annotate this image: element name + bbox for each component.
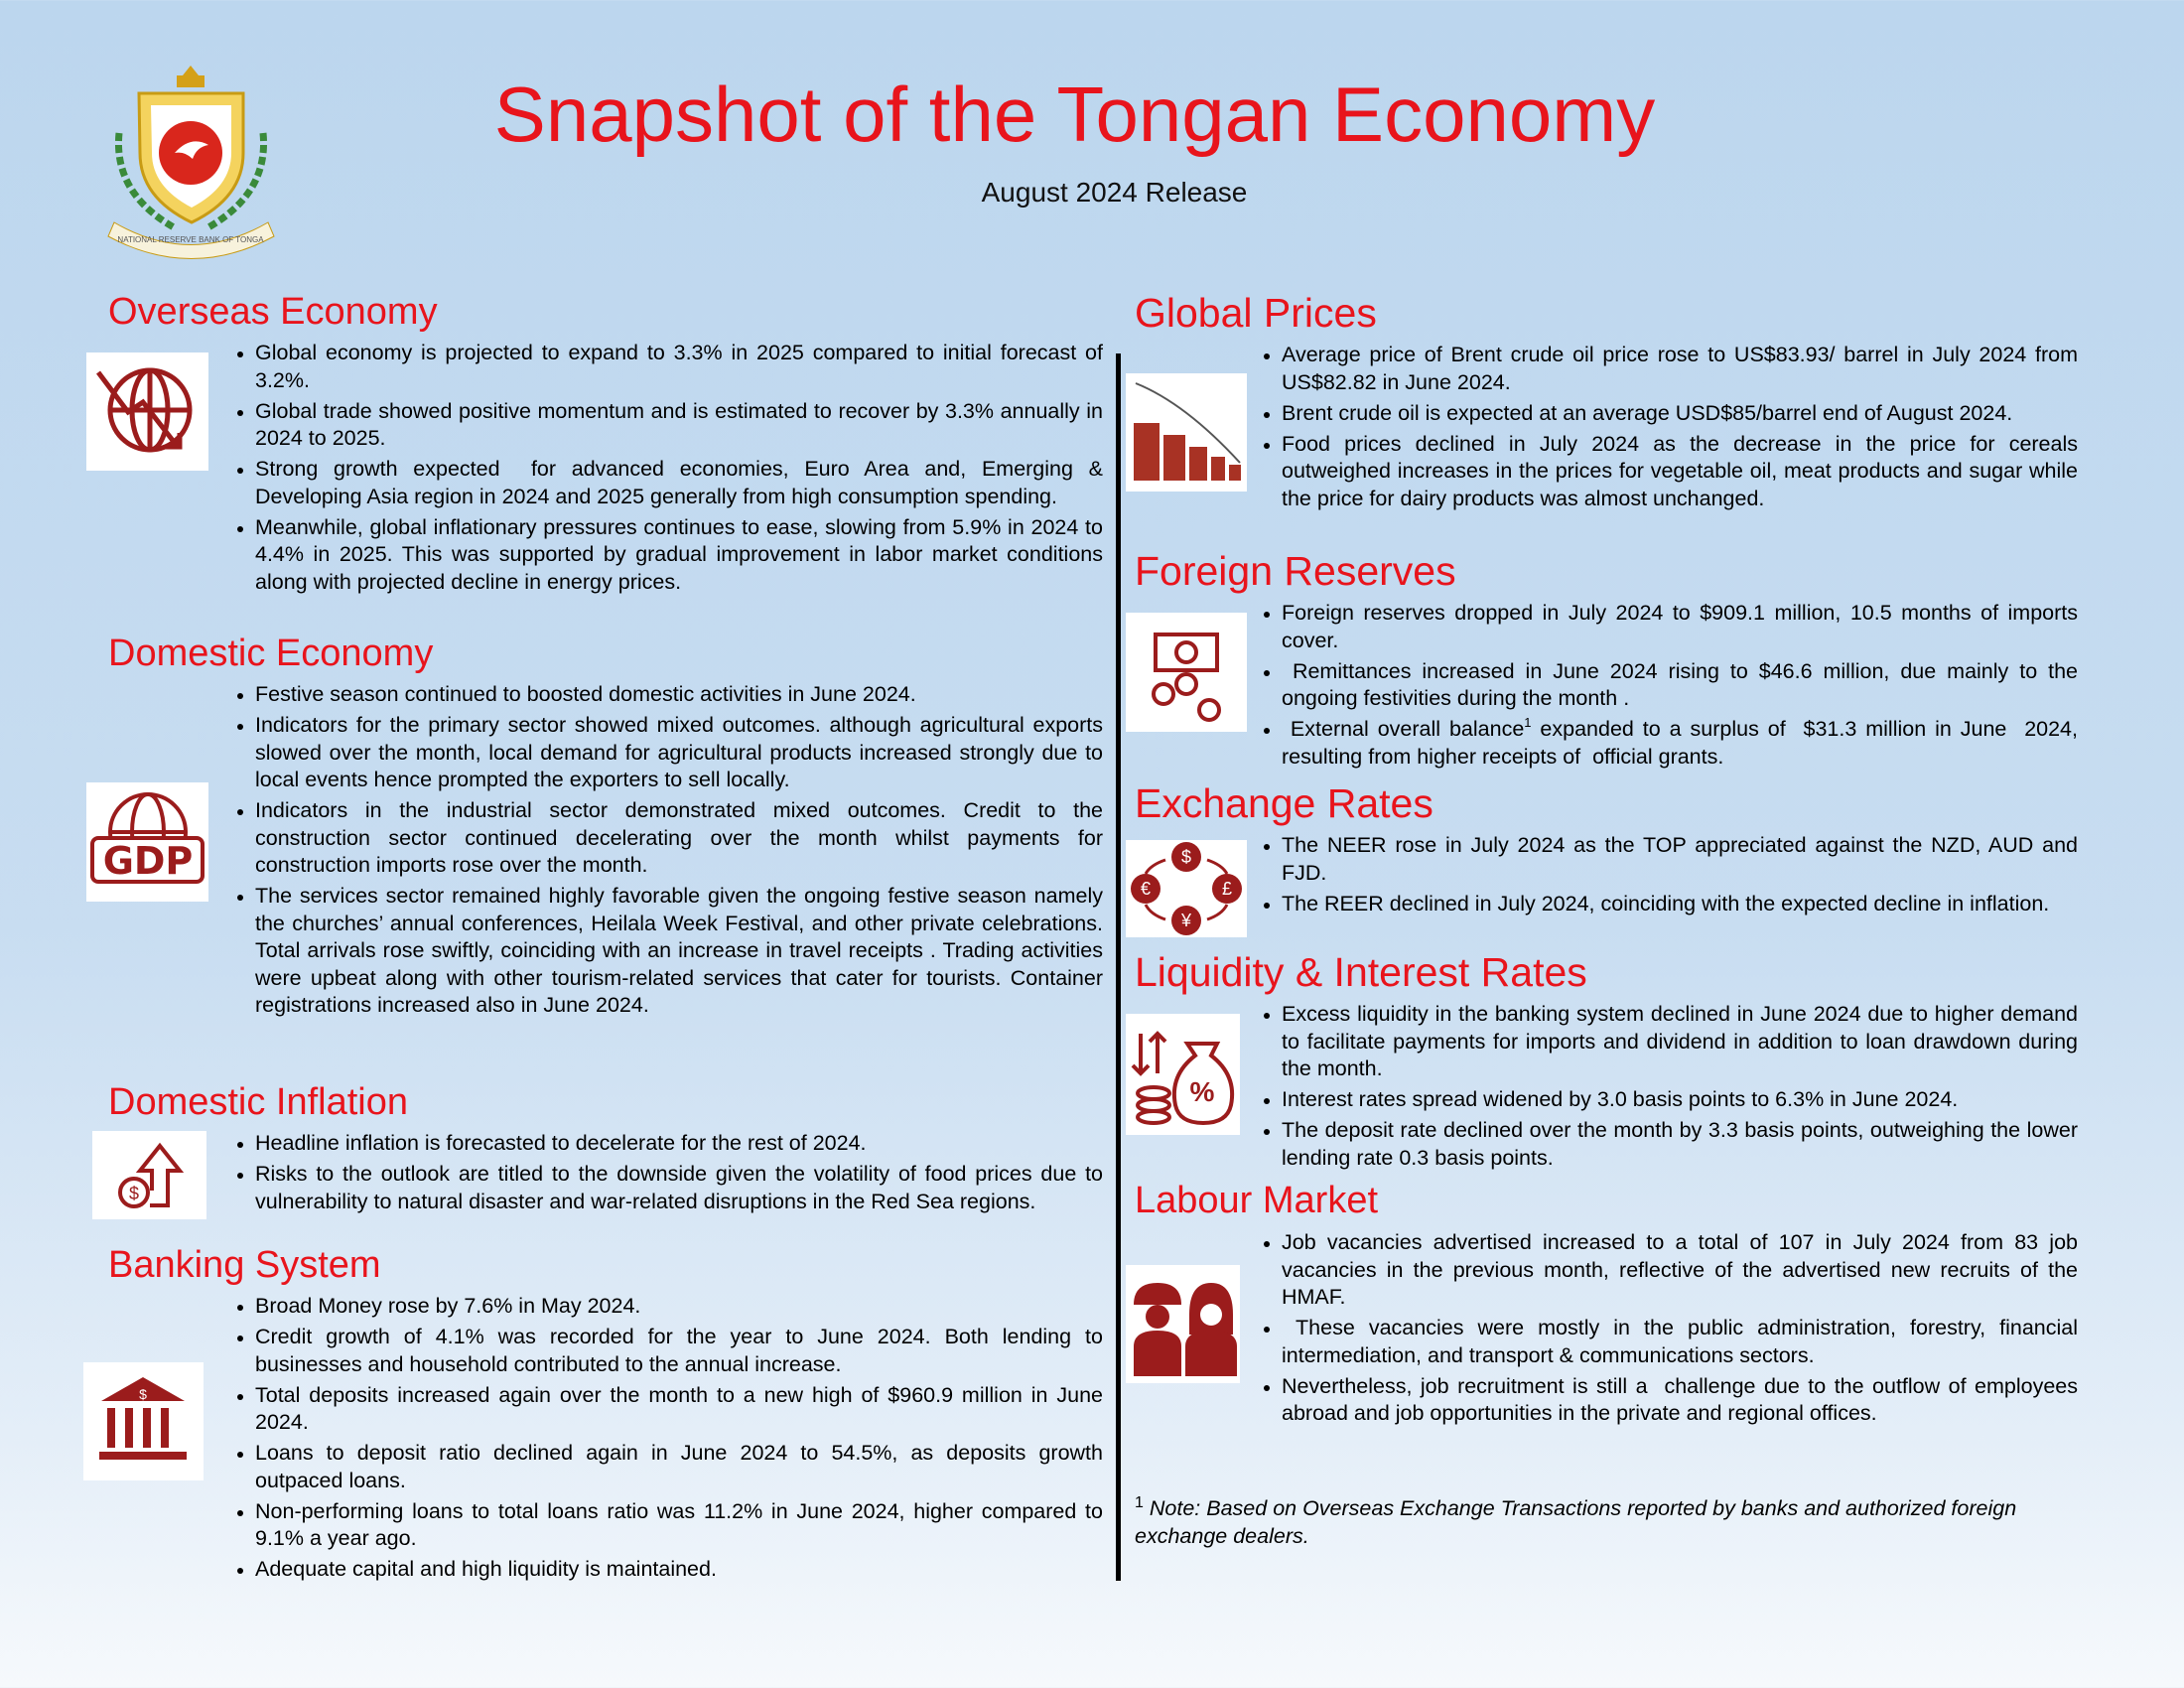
bullet-list: Foreign reserves dropped in July 2024 to… <box>1282 600 2078 771</box>
column-divider <box>1116 353 1121 1581</box>
bullet: Credit growth of 4.1% was recorded for t… <box>255 1324 1103 1378</box>
logo-text: NATIONAL RESERVE BANK OF TONGA <box>117 235 264 244</box>
bullet: The deposit rate declined over the month… <box>1282 1117 2078 1172</box>
section-heading: Liquidity & Interest Rates <box>1135 949 1587 995</box>
bullet: Total deposits increased again over the … <box>255 1382 1103 1437</box>
bullet-text: External overall balance <box>1282 717 1525 741</box>
banking-icon: $ <box>83 1362 204 1480</box>
bullet: Headline inflation is forecasted to dece… <box>255 1130 1103 1158</box>
gdp-icon: GDP <box>86 782 208 902</box>
bullet: Loans to deposit ratio declined again in… <box>255 1440 1103 1494</box>
bullet: Risks to the outlook are titled to the d… <box>255 1161 1103 1215</box>
footnote-marker: 1 <box>1135 1494 1144 1511</box>
bullet: Foreign reserves dropped in July 2024 to… <box>1282 600 2078 654</box>
bullet: Indicators for the primary sector showed… <box>255 712 1103 794</box>
bullet-list: Broad Money rose by 7.6% in May 2024. Cre… <box>255 1293 1103 1584</box>
section: Domestic Economy Festive season continued… <box>108 632 1103 1023</box>
svg-text:$: $ <box>1181 847 1191 867</box>
overseas-icon <box>86 352 208 471</box>
bullet: Global trade showed positive momentum an… <box>255 398 1103 453</box>
svg-text:GDP: GDP <box>103 839 194 883</box>
bullet-list: Excess liquidity in the banking system d… <box>1282 1001 2078 1172</box>
subtitle: August 2024 Release <box>981 177 1248 208</box>
bullet: Global economy is projected to expand to… <box>255 340 1103 394</box>
liquidity-icon: % <box>1126 1014 1240 1135</box>
bullet: Broad Money rose by 7.6% in May 2024. <box>255 1293 1103 1321</box>
svg-text:¥: ¥ <box>1180 911 1192 930</box>
bullet: Non-performing loans to total loans rati… <box>255 1498 1103 1553</box>
bullet: Strong growth expected for advanced econ… <box>255 456 1103 510</box>
footnote-text: Note: Based on Overseas Exchange Transac… <box>1135 1496 2017 1548</box>
section-heading: Global Prices <box>1135 290 1377 336</box>
bullet-list: Global economy is projected to expand to… <box>255 340 1103 596</box>
section: Liquidity & Interest Rates Excess liquidi… <box>1135 949 2078 1176</box>
svg-text:$: $ <box>139 1386 147 1402</box>
bullet: The NEER rose in July 2024 as the TOP ap… <box>1282 832 2078 887</box>
section: Domestic Inflation Headline inflation is … <box>108 1080 1103 1219</box>
section: Exchange Rates The NEER rose in July 2024… <box>1135 780 2078 921</box>
bullet: Remittances increased in June 2024 risin… <box>1282 658 2078 713</box>
svg-text:%: % <box>1190 1076 1215 1107</box>
bullet: Food prices declined in July 2024 as the… <box>1282 431 2078 513</box>
bullet: Interest rates spread widened by 3.0 bas… <box>1282 1086 2078 1114</box>
footnote: 1 Note: Based on Overseas Exchange Trans… <box>1135 1489 2088 1550</box>
svg-text:€: € <box>1141 879 1151 899</box>
bullet: Indicators in the industrial sector demo… <box>255 797 1103 880</box>
reserves-icon <box>1126 613 1247 732</box>
logo: NATIONAL RESERVE BANK OF TONGA <box>107 66 275 259</box>
section-heading: Banking System <box>108 1244 381 1286</box>
bullet-list: Average price of Brent crude oil price r… <box>1282 342 2078 512</box>
svg-text:£: £ <box>1222 879 1232 899</box>
labour-icon <box>1126 1265 1240 1383</box>
bullet: Adequate capital and high liquidity is m… <box>255 1556 1103 1584</box>
section-heading: Exchange Rates <box>1135 780 1433 826</box>
bullet: External overall balance1 expanded to a … <box>1282 716 2078 771</box>
bullet: These vacancies were mostly in the publi… <box>1282 1315 2078 1369</box>
bullet: Nevertheless, job recruitment is still a… <box>1282 1373 2078 1428</box>
section-heading: Overseas Economy <box>108 291 438 333</box>
section: Labour Market Job vacancies advertised in… <box>1135 1178 2078 1431</box>
bullet: Brent crude oil is expected at an averag… <box>1282 400 2078 428</box>
svg-text:$: $ <box>129 1184 139 1203</box>
bullet-list: Job vacancies advertised increased to a … <box>1282 1229 2078 1428</box>
bullet: The services sector remained highly favo… <box>255 883 1103 1020</box>
bullet: Excess liquidity in the banking system d… <box>1282 1001 2078 1083</box>
bullet: The REER declined in July 2024, coincidi… <box>1282 891 2078 918</box>
section-heading: Domestic Inflation <box>108 1081 409 1123</box>
bullet: Average price of Brent crude oil price r… <box>1282 342 2078 396</box>
section: Overseas Economy Global economy is projec… <box>108 290 1103 600</box>
inflation-icon: $ <box>92 1131 206 1219</box>
bullet-list: Headline inflation is forecasted to dece… <box>255 1130 1103 1215</box>
exchange-icon: $ € £ ¥ <box>1126 840 1247 937</box>
section: Banking System Broad Money rose by 7.6% i… <box>108 1243 1103 1587</box>
title: Snapshot of the Tongan Economy <box>493 70 1656 158</box>
oil-icon <box>1126 373 1247 492</box>
section: Global Prices Average price of Brent crud… <box>1135 290 2078 516</box>
bullet-list: Festive season continued to boosted dome… <box>255 681 1103 1020</box>
bullet-list: The NEER rose in July 2024 as the TOP ap… <box>1282 832 2078 917</box>
section: Foreign Reserves Foreign reserves dropped… <box>1135 548 2078 774</box>
bullet: Job vacancies advertised increased to a … <box>1282 1229 2078 1312</box>
section-heading: Labour Market <box>1135 1180 1379 1221</box>
section-heading: Foreign Reserves <box>1135 548 1456 594</box>
footnote-ref: 1 <box>1524 715 1532 730</box>
bullet: Meanwhile, global inflationary pressures… <box>255 514 1103 597</box>
section-heading: Domestic Economy <box>108 633 434 674</box>
bullet: Festive season continued to boosted dome… <box>255 681 1103 709</box>
bullet-text: expanded to a surplus of $31.3 million i… <box>1282 717 2084 769</box>
